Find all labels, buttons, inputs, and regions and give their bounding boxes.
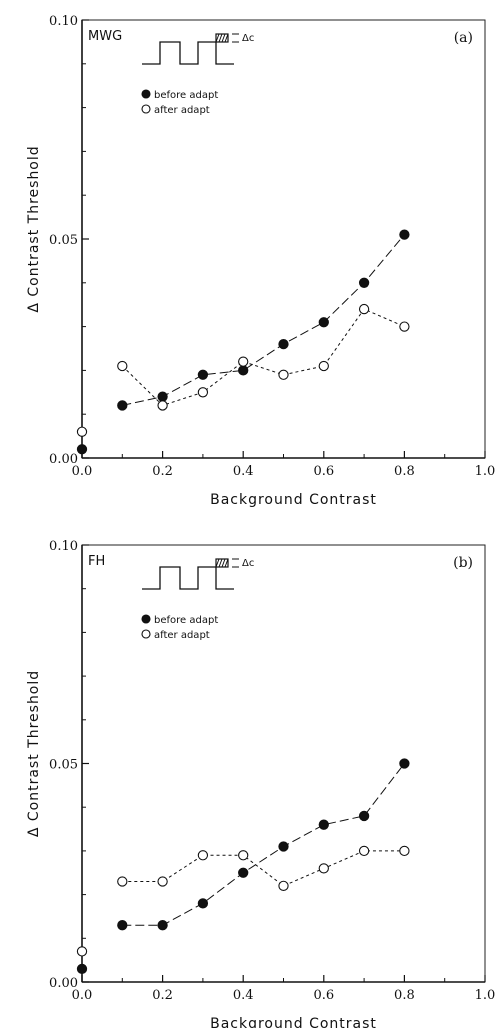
- legend-label: after adapt: [154, 105, 210, 116]
- data-point-before-adapt: [197, 369, 209, 380]
- x-tick-label: 0.0: [72, 988, 93, 1003]
- series-line-before-adapt: [122, 763, 405, 926]
- data-point-before-adapt: [157, 920, 168, 931]
- data-point-after-adapt: [318, 360, 329, 372]
- subject-label: MWG: [88, 29, 122, 44]
- legend-marker: [141, 614, 151, 624]
- legend-marker: [141, 89, 151, 99]
- x-tick-label: 0.4: [233, 988, 254, 1003]
- data-point-after-adapt: [399, 321, 410, 332]
- stimulus-waveform-icon: [142, 566, 234, 590]
- data-point-after-adapt: [358, 845, 370, 857]
- y-tick-label: 0.00: [49, 452, 78, 467]
- hatch-line: [218, 33, 223, 43]
- data-point-before-adapt: [157, 391, 168, 402]
- hatch-line: [221, 33, 226, 43]
- panel-label: (b): [453, 555, 473, 571]
- legend-label: before adapt: [154, 615, 218, 626]
- data-point-after-adapt: [278, 369, 289, 380]
- y-tick-label: 0.10: [49, 539, 78, 554]
- legend-label: before adapt: [154, 90, 218, 101]
- data-point-after-adapt: [278, 880, 289, 892]
- data-point-after-adapt: [117, 360, 128, 372]
- data-point-before-adapt: [278, 338, 289, 350]
- legend-label: after adapt: [154, 630, 210, 641]
- data-point-before-adapt: [76, 963, 88, 975]
- data-point-before-adapt: [358, 810, 370, 822]
- data-point-before-adapt: [318, 317, 329, 328]
- panel-label: (a): [454, 30, 473, 46]
- x-axis-label: Background Contrast: [210, 1016, 377, 1028]
- x-tick-label: 0.6: [313, 464, 334, 479]
- data-point-after-adapt: [76, 946, 88, 957]
- data-point-after-adapt: [238, 356, 249, 367]
- hatch-line: [215, 558, 220, 568]
- y-axis-label: Δ Contrast Threshold: [26, 145, 42, 312]
- hatch-line: [218, 558, 223, 568]
- data-point-after-adapt: [197, 850, 209, 861]
- x-tick-label: 1.0: [475, 464, 496, 479]
- data-point-before-adapt: [197, 898, 209, 909]
- data-point-before-adapt: [238, 867, 249, 878]
- hatch-line: [224, 33, 229, 43]
- plot-frame: [81, 544, 486, 983]
- x-tick-label: 0.6: [313, 988, 334, 1003]
- data-point-before-adapt: [278, 841, 289, 852]
- data-point-before-adapt: [117, 400, 128, 411]
- x-tick-label: 0.2: [152, 988, 173, 1003]
- series-line-after-adapt: [121, 308, 405, 406]
- legend-marker: [141, 104, 151, 114]
- x-tick-label: 0.4: [233, 464, 254, 479]
- hatch-line: [221, 558, 226, 568]
- data-point-after-adapt: [318, 863, 329, 874]
- y-axis-label: Δ Contrast Threshold: [26, 670, 42, 837]
- data-point-before-adapt: [318, 819, 329, 830]
- y-tick-label: 0.00: [49, 976, 78, 991]
- hatch-line: [215, 33, 220, 43]
- data-point-before-adapt: [399, 758, 410, 769]
- x-tick-label: 1.0: [475, 988, 496, 1003]
- x-axis-label: Background Contrast: [210, 492, 377, 508]
- data-point-after-adapt: [197, 387, 209, 398]
- series-line-before-adapt: [122, 234, 405, 406]
- data-point-before-adapt: [117, 920, 128, 931]
- x-tick-label: 0.8: [394, 988, 415, 1003]
- hatch-line: [224, 558, 229, 568]
- data-point-before-adapt: [399, 229, 410, 240]
- stimulus-waveform-icon: [142, 41, 234, 65]
- data-point-before-adapt: [238, 365, 249, 376]
- series-line-after-adapt: [122, 850, 405, 887]
- x-tick-label: 0.8: [394, 464, 415, 479]
- y-tick-label: 0.10: [49, 14, 78, 29]
- legend-marker: [141, 629, 151, 639]
- y-tick-label: 0.05: [49, 758, 78, 773]
- data-point-after-adapt: [238, 850, 249, 861]
- data-point-after-adapt: [157, 876, 168, 887]
- data-point-after-adapt: [157, 400, 168, 411]
- data-point-before-adapt: [76, 444, 88, 455]
- y-tick-label: 0.05: [49, 233, 78, 248]
- x-tick-label: 0.2: [152, 464, 173, 479]
- data-point-after-adapt: [76, 426, 88, 437]
- data-point-before-adapt: [358, 277, 370, 288]
- subject-label: FH: [88, 554, 105, 569]
- chart-panel-b: 0.0 0.2 0.4 0.6 0.8 1.0 0.00 0.05 0.10 Background…: [26, 539, 495, 1028]
- x-tick-label: 0.0: [72, 464, 93, 479]
- delta-c-label: Δc: [242, 558, 254, 569]
- data-point-after-adapt: [358, 303, 370, 315]
- chart-panel-a: 0.0 0.2 0.4 0.6 0.8 1.0 0.00 0.05 0.10 Background…: [26, 14, 495, 508]
- delta-c-label: Δc: [242, 33, 254, 44]
- data-point-after-adapt: [117, 876, 128, 887]
- data-point-after-adapt: [399, 845, 410, 857]
- plot-frame: [81, 19, 486, 459]
